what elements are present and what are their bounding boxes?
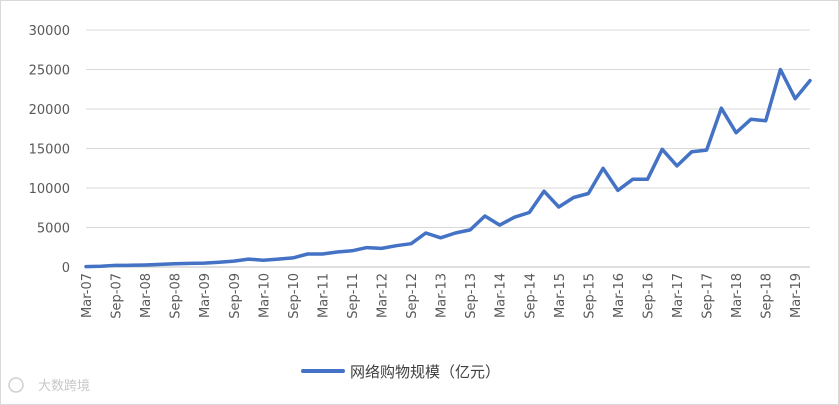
x-tick-label: Sep-16: [641, 273, 656, 319]
x-tick-label: Sep-14: [523, 273, 538, 319]
data-point: [691, 151, 693, 153]
data-point: [144, 264, 146, 266]
legend-label: 网络购物规模（亿元）: [350, 363, 500, 381]
data-point: [262, 259, 264, 261]
data-point: [410, 243, 412, 245]
data-point: [765, 120, 767, 122]
data-point: [440, 237, 442, 239]
legend: 网络购物规模（亿元）: [301, 363, 500, 381]
x-tick-label: Mar-15: [553, 273, 568, 318]
y-tick-label: 30000: [29, 24, 70, 39]
data-point: [735, 132, 737, 134]
data-point: [85, 266, 87, 268]
y-tick-label: 20000: [29, 103, 70, 118]
data-point: [587, 193, 589, 194]
x-tick-label: Sep-10: [287, 273, 302, 319]
x-tick-label: Sep-17: [701, 273, 716, 319]
x-tick-label: Mar-08: [139, 273, 154, 318]
data-point: [528, 212, 530, 213]
data-point: [809, 80, 811, 82]
data-point: [277, 258, 279, 260]
x-tick-label: Sep-15: [582, 273, 597, 319]
data-point: [188, 262, 190, 264]
watermark-text: 大数跨境: [38, 379, 90, 394]
x-tick-label: Mar-07: [80, 273, 95, 318]
data-point: [425, 232, 427, 234]
x-tick-label: Mar-19: [789, 273, 804, 318]
x-tick-label: Mar-12: [376, 273, 391, 318]
data-point: [233, 260, 235, 262]
data-point: [115, 264, 117, 266]
data-point: [321, 253, 323, 255]
x-tick-label: Mar-14: [494, 273, 509, 318]
x-tick-label: Sep-18: [760, 273, 775, 319]
x-tick-label: Mar-18: [730, 273, 745, 318]
data-point: [661, 148, 663, 150]
data-point: [174, 263, 176, 265]
data-point: [720, 107, 722, 109]
data-point: [617, 189, 619, 191]
y-tick-label: 25000: [29, 64, 70, 79]
data-point: [602, 167, 604, 169]
x-tick-label: Sep-12: [405, 273, 420, 319]
watermark-logo-icon: [8, 377, 24, 393]
data-point: [573, 197, 575, 198]
data-point: [100, 265, 102, 267]
data-point: [292, 257, 294, 259]
x-tick-label: Mar-13: [435, 273, 450, 318]
x-tick-label: Mar-11: [316, 273, 331, 318]
x-tick-label: Sep-07: [110, 273, 125, 319]
y-tick-label: 0: [62, 261, 70, 276]
x-tick-label: Mar-10: [257, 273, 272, 318]
data-point: [218, 261, 220, 263]
watermark: 大数跨境: [8, 377, 90, 394]
data-point: [484, 215, 486, 217]
x-tick-label: Sep-11: [346, 273, 361, 319]
data-point: [750, 118, 752, 120]
data-point: [248, 258, 249, 260]
data-point: [779, 69, 781, 70]
data-point: [499, 224, 501, 226]
data-point: [676, 165, 678, 167]
y-tick-label: 5000: [37, 222, 70, 237]
data-point: [558, 206, 560, 208]
data-point: [395, 245, 397, 247]
data-point: [647, 178, 648, 180]
data-point: [366, 247, 368, 249]
data-point: [307, 253, 309, 255]
data-point: [203, 262, 205, 264]
data-point: [159, 263, 161, 265]
x-tick-label: Mar-17: [671, 273, 686, 318]
data-point: [381, 247, 382, 249]
series-line: [84, 67, 812, 269]
data-point: [514, 216, 515, 218]
data-point: [632, 178, 634, 180]
data-point: [351, 250, 353, 252]
x-tick-label: Sep-13: [464, 273, 479, 319]
data-point: [794, 98, 796, 100]
data-point: [543, 190, 545, 192]
data-point: [706, 149, 708, 151]
y-tick-label: 10000: [29, 182, 70, 197]
x-tick-label: Mar-16: [612, 273, 627, 318]
y-tick-label: 15000: [29, 143, 70, 158]
data-point: [129, 264, 131, 266]
x-tick-label: Mar-09: [198, 273, 213, 318]
data-point: [454, 232, 456, 234]
x-tick-label: Sep-08: [169, 273, 184, 319]
data-point: [469, 229, 471, 231]
x-tick-label: Sep-09: [228, 273, 243, 319]
data-point: [336, 251, 338, 253]
